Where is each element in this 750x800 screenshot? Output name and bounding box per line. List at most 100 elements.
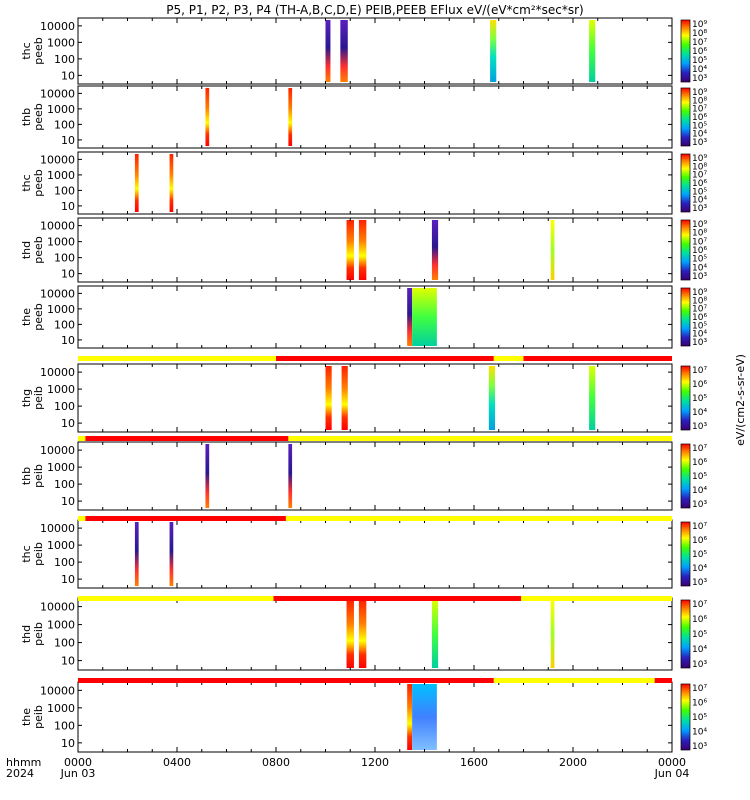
colorbar-tick-label: 10⁹ xyxy=(692,220,707,230)
colorbar-tick-label: 10³ xyxy=(692,338,707,348)
panel-thb-peeb: 10000 1000 100 10 thb peeb 10⁹10⁸10⁷10⁶10⁵10⁴1… xyxy=(20,85,707,149)
colorbar-tick-label: 10⁸ xyxy=(692,29,707,39)
colorbar-tick-label: 10⁷ xyxy=(692,522,707,532)
colorbar-tick-label: 10⁶ xyxy=(692,179,707,189)
colorbar-tick-label: 10³ xyxy=(692,74,707,84)
spectrogram-interval xyxy=(134,522,139,586)
spectrogram-interval xyxy=(340,20,348,82)
spectrogram-interval xyxy=(488,366,496,430)
panel-ylabel-species: peib xyxy=(32,542,45,566)
spectrogram-interval xyxy=(325,366,332,430)
colorbar-tick-label: 10⁷ xyxy=(692,444,707,454)
spectrogram-interval xyxy=(288,444,293,508)
y-tick-label: 10000 xyxy=(40,366,75,379)
x-tick-label: 0000 xyxy=(64,756,92,769)
colorbar-tick-label: 10⁵ xyxy=(692,713,707,723)
y-tick-label: 100 xyxy=(54,637,75,650)
mode-bar xyxy=(78,596,672,601)
mode-bars xyxy=(78,356,672,683)
colorbar xyxy=(680,219,691,281)
y-tick-label: 100 xyxy=(54,719,75,732)
colorbar xyxy=(680,287,691,347)
panel-the-peeb: 10000 1000 100 10 the peeb 10⁹10⁸10⁷10⁶10⁵10⁴1… xyxy=(20,285,707,349)
spectrogram-interval xyxy=(346,220,354,280)
spectrogram-interval xyxy=(346,600,354,668)
colorbar-tick-label: 10³ xyxy=(692,138,707,148)
mode-bar-segment-fast xyxy=(78,678,494,683)
spectrogram-interval xyxy=(288,88,293,146)
y-tick-label: 100 xyxy=(54,318,75,331)
colorbar-tick-label: 10⁵ xyxy=(692,321,707,331)
panel-frame xyxy=(77,441,673,511)
colorbar-units-label: eV/(cm2-s-sr-eV) xyxy=(734,354,747,446)
colorbar-tick-label: 10⁶ xyxy=(692,313,707,323)
panel-thg-peib: 10000 1000 100 10 thg peib 10⁷ 10⁶ 10⁵ 10⁴ 10³ xyxy=(20,363,707,433)
mode-bar-segment-slow xyxy=(78,436,86,441)
colorbar xyxy=(680,443,691,509)
spectrogram-interval xyxy=(431,220,439,280)
colorbar-tick-label: 10⁹ xyxy=(692,20,707,30)
y-tick-label: 10 xyxy=(61,655,75,668)
y-tick-label: 100 xyxy=(54,252,75,265)
panel-ylabel-probe: thb xyxy=(20,467,33,485)
colorbar xyxy=(680,365,691,431)
y-tick-label: 10000 xyxy=(40,444,75,457)
colorbar-tick-label: 10⁴ xyxy=(692,130,707,140)
spectrogram-interval xyxy=(490,20,497,82)
panel-frame xyxy=(77,681,673,753)
colorbar-tick-label: 10⁶ xyxy=(692,458,707,468)
y-tick-label: 1000 xyxy=(47,236,75,249)
colorbar-tick-label: 10⁵ xyxy=(692,550,707,560)
colorbar-tick-label: 10⁶ xyxy=(692,615,707,625)
colorbar-tick-label: 10⁴ xyxy=(692,486,707,496)
panel-ylabel-probe: thc xyxy=(20,545,33,562)
panel-thc-peib: 10000 1000 100 10 thc peib 10⁷ 10⁶ 10⁵ 10⁴ 10³ xyxy=(20,519,707,589)
panel-ylabel-species: peeb xyxy=(32,236,45,264)
time-axis: hhmm 2024 0000 0400 0800 1200 1600 2000 0000 J… xyxy=(6,756,689,780)
mode-bar-segment-slow xyxy=(78,516,86,521)
panel-frame xyxy=(77,151,673,215)
panel-frame xyxy=(77,519,673,589)
panel-ylabel-species: peeb xyxy=(32,169,45,197)
y-tick-label: 1000 xyxy=(47,539,75,552)
mode-bar-segment-fast xyxy=(85,436,289,441)
y-tick-label: 100 xyxy=(54,184,75,197)
x-tick-label: 0800 xyxy=(262,756,290,769)
x-tick-label: 0400 xyxy=(163,756,191,769)
colorbar-tick-label: 10⁴ xyxy=(692,564,707,574)
spectrogram-interval xyxy=(169,154,174,212)
spectrogram-interval xyxy=(589,366,596,430)
y-tick-label: 1000 xyxy=(47,702,75,715)
y-tick-label: 1000 xyxy=(47,619,75,632)
spectrogram-interval xyxy=(341,366,348,430)
panel-ylabel-probe: the xyxy=(20,708,33,726)
spectrogram-interval xyxy=(134,154,139,212)
time-axis-start-date: Jun 03 xyxy=(60,767,96,780)
colorbar xyxy=(680,521,691,587)
panel-frame xyxy=(77,363,673,433)
x-tick-labels: 0000 0400 0800 1200 1600 2000 0000 xyxy=(64,756,686,769)
mode-bar xyxy=(78,356,672,361)
colorbar-tick-label: 10⁴ xyxy=(692,728,707,738)
y-tick-label: 100 xyxy=(54,478,75,491)
spectrogram-interval xyxy=(407,684,413,750)
colorbar-tick-label: 10⁵ xyxy=(692,630,707,640)
colorbar-tick-label: 10⁸ xyxy=(692,96,707,106)
spectrogram-interval xyxy=(325,20,331,82)
colorbar-tick-label: 10⁴ xyxy=(692,263,707,273)
spectrogram-interval xyxy=(358,600,367,668)
mode-bar-segment-fast xyxy=(276,356,494,361)
colorbar-tick-label: 10⁶ xyxy=(692,536,707,546)
panel-ylabel-probe: thb xyxy=(20,108,33,126)
y-tick-label: 10000 xyxy=(40,684,75,697)
panel-frame xyxy=(77,285,673,349)
colorbar-tick-label: 10⁷ xyxy=(692,305,707,315)
y-tick-label: 10000 xyxy=(40,287,75,300)
colorbar-tick-label: 10⁵ xyxy=(692,472,707,482)
panel-thc-peeb: 10000 1000 100 10 thc peeb 10⁹10⁸10⁷10⁶10⁵10⁴1… xyxy=(20,17,707,85)
figure-title: P5, P1, P2, P3, P4 (TH-A,B,C,D,E) PEIB,P… xyxy=(166,3,583,17)
time-axis-hhmm-label: hhmm xyxy=(6,756,41,769)
x-tick-label: 0000 xyxy=(658,756,686,769)
colorbar-tick-label: 10⁶ xyxy=(692,246,707,256)
colorbar-tick-label: 10⁵ xyxy=(692,121,707,131)
